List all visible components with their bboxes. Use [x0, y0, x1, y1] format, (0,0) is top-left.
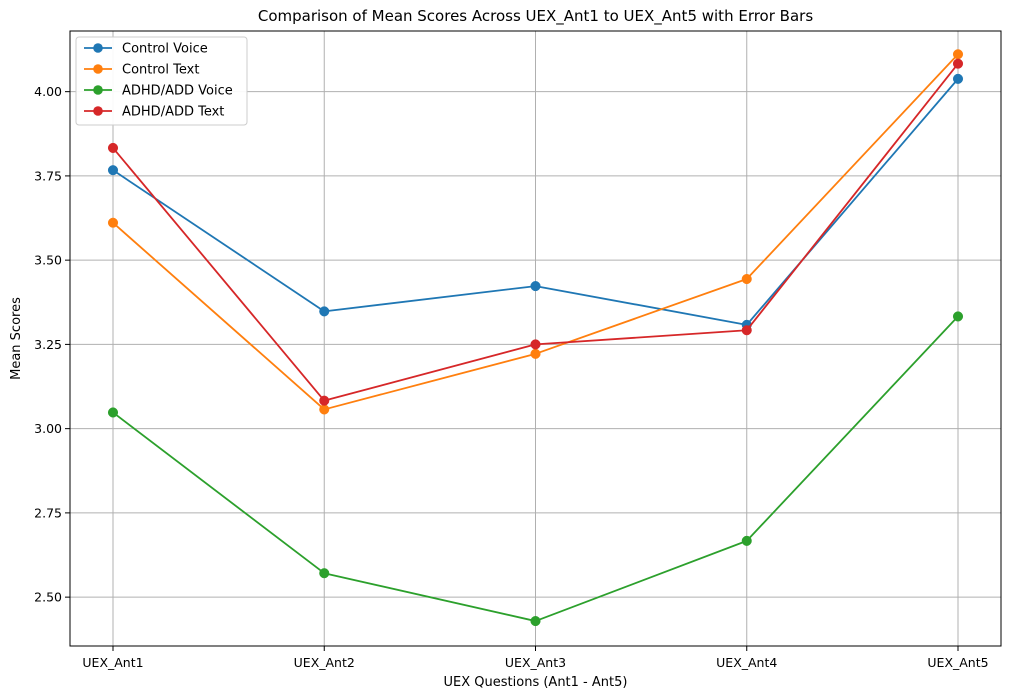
x-tick-label: UEX_Ant1	[82, 655, 143, 670]
chart-title: Comparison of Mean Scores Across UEX_Ant…	[258, 7, 813, 26]
legend-label-control-voice: Control Voice	[122, 42, 208, 57]
data-point-adhd-add-voice-uex-ant1	[107, 407, 119, 418]
legend-label-control-text: Control Text	[122, 63, 199, 78]
data-point-control-voice-uex-ant2	[319, 306, 330, 317]
x-tick-label: UEX_Ant2	[294, 655, 355, 670]
y-tick-label: 3.25	[34, 337, 62, 352]
legend-label-adhd-add-text: ADHD/ADD Text	[122, 105, 224, 120]
x-tick-label: UEX_Ant3	[505, 655, 566, 670]
data-point-control-voice-uex-ant3	[530, 281, 541, 292]
y-tick-label: 3.00	[34, 421, 62, 436]
legend-marker-adhd-add-voice	[93, 85, 103, 95]
legend-marker-control-voice	[93, 43, 103, 53]
axis-ticks: UEX_Ant1 UEX_Ant2 UEX_Ant3 UEX_Ant4 UEX_Ant5…	[34, 84, 988, 670]
y-tick-label: 3.75	[34, 168, 62, 183]
data-point-control-voice-uex-ant5	[952, 73, 964, 84]
legend: Control Voice Control Text ADHD/ADD Voice A…	[75, 36, 248, 126]
y-tick-label: 2.75	[34, 505, 62, 520]
plot-frame	[69, 30, 1002, 647]
data-point-control-text-uex-ant1	[107, 217, 119, 228]
legend-marker-control-text	[93, 64, 103, 74]
legend-marker-adhd-add-text	[93, 106, 103, 116]
legend-items: Control Voice Control Text ADHD/ADD Voice A…	[84, 42, 233, 120]
x-axis-label: UEX Questions (Ant1 - Ant5)	[444, 675, 628, 690]
data-point-adhd-add-text-uex-ant1	[107, 142, 119, 153]
legend-label-adhd-add-voice: ADHD/ADD Voice	[122, 84, 233, 99]
data-point-adhd-add-voice-uex-ant3	[530, 616, 541, 627]
series-group	[107, 49, 964, 627]
data-point-control-text-uex-ant2	[319, 404, 330, 415]
data-point-control-text-uex-ant3	[530, 348, 541, 359]
y-tick-label: 4.00	[34, 84, 62, 99]
data-point-adhd-add-voice-uex-ant2	[319, 568, 330, 579]
data-point-adhd-add-text-uex-ant2	[319, 395, 330, 406]
data-point-adhd-add-voice-uex-ant5	[952, 311, 964, 322]
y-axis-label: Mean Scores	[9, 297, 24, 380]
data-point-control-voice-uex-ant1	[107, 165, 119, 176]
y-tick-label: 2.50	[34, 590, 62, 605]
y-tick-label: 3.50	[34, 253, 62, 268]
data-point-adhd-add-text-uex-ant4	[741, 325, 752, 336]
data-point-control-text-uex-ant5	[952, 49, 964, 60]
x-tick-label: UEX_Ant5	[927, 655, 988, 670]
x-tick-label: UEX_Ant4	[716, 655, 777, 670]
gridlines	[70, 31, 1001, 646]
data-point-adhd-add-text-uex-ant5	[952, 58, 964, 69]
data-point-adhd-add-text-uex-ant3	[530, 339, 541, 350]
data-point-adhd-add-voice-uex-ant4	[741, 535, 752, 546]
data-point-control-text-uex-ant4	[741, 273, 752, 285]
legend-box	[75, 36, 248, 126]
